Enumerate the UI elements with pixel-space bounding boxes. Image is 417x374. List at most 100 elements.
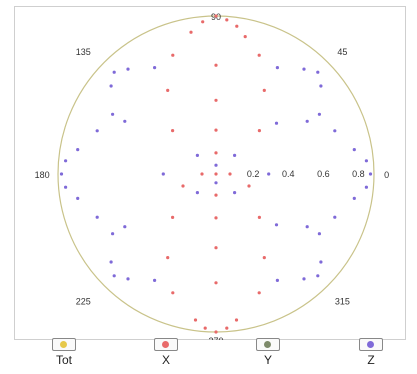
angle-label-180: 180 xyxy=(35,170,50,180)
data-point-x xyxy=(257,129,261,133)
data-point-z xyxy=(109,84,113,88)
legend-label-tot: Tot xyxy=(55,353,72,367)
angle-label-225: 225 xyxy=(76,296,91,306)
legend-swatch-y xyxy=(256,338,280,351)
legend: Tot X Y Z xyxy=(0,338,417,374)
data-point-z xyxy=(95,129,99,133)
data-point-x xyxy=(214,216,218,220)
data-point-z xyxy=(214,181,218,185)
data-point-z xyxy=(59,172,64,176)
data-point-x xyxy=(247,184,251,188)
data-point-x xyxy=(235,24,239,28)
data-point-x xyxy=(214,151,218,155)
data-point-x xyxy=(166,88,170,92)
legend-item-x: X xyxy=(146,338,186,367)
angle-label-270: 270 xyxy=(208,336,223,340)
legend-item-z: Z xyxy=(351,338,391,367)
legend-label-y: Y xyxy=(263,353,272,367)
data-point-x xyxy=(214,193,218,197)
data-point-x xyxy=(214,172,218,176)
data-point-x xyxy=(203,326,207,330)
data-point-z xyxy=(305,119,309,123)
data-point-x xyxy=(171,53,175,57)
data-point-x xyxy=(225,326,229,330)
data-point-x xyxy=(257,215,261,219)
data-point-z xyxy=(123,119,127,123)
data-point-x xyxy=(171,215,175,219)
radius-label-0-2: 0.2 xyxy=(247,169,260,179)
data-point-z xyxy=(333,215,337,219)
legend-swatch-z xyxy=(359,338,383,351)
data-point-x xyxy=(214,98,218,102)
radius-label-0-4: 0.4 xyxy=(282,169,295,179)
angle-label-315: 315 xyxy=(335,296,350,306)
data-point-x xyxy=(228,172,232,176)
data-point-z xyxy=(317,232,321,236)
data-point-z xyxy=(364,185,368,189)
polar-plot: 904503152702251801350.20.40.60.8 xyxy=(35,12,389,340)
data-point-z xyxy=(195,191,199,195)
data-point-x xyxy=(200,172,204,176)
data-point-x xyxy=(201,20,205,24)
data-point-x xyxy=(171,129,175,133)
data-point-z xyxy=(64,185,68,189)
data-point-z xyxy=(64,159,68,163)
angle-label-135: 135 xyxy=(76,47,91,57)
data-point-x xyxy=(193,318,198,322)
data-point-z xyxy=(153,278,157,282)
data-point-z xyxy=(274,223,279,227)
data-point-z xyxy=(274,121,279,125)
data-point-z xyxy=(111,112,115,116)
radius-label-0-8: 0.8 xyxy=(352,169,365,179)
data-point-z xyxy=(76,196,80,200)
data-point-z xyxy=(275,66,279,70)
data-point-x xyxy=(214,330,218,334)
data-point-z xyxy=(112,70,116,74)
radius-label-0-6: 0.6 xyxy=(317,169,330,179)
legend-item-y: Y xyxy=(248,338,288,367)
data-point-z xyxy=(126,277,130,281)
data-point-x xyxy=(214,14,218,18)
data-point-z xyxy=(316,70,320,74)
data-point-z xyxy=(95,215,99,219)
data-point-x xyxy=(262,256,266,260)
data-point-z xyxy=(153,66,157,70)
data-point-z xyxy=(333,129,337,133)
data-point-z xyxy=(195,153,199,157)
data-point-z xyxy=(319,84,323,88)
data-point-z xyxy=(302,67,306,71)
data-point-z xyxy=(233,191,237,195)
legend-label-x: X xyxy=(161,353,170,367)
data-point-z xyxy=(126,67,130,71)
data-point-x xyxy=(234,318,239,322)
data-point-x xyxy=(214,128,218,132)
data-point-z xyxy=(233,153,237,157)
data-point-z xyxy=(352,148,356,152)
data-point-z xyxy=(161,172,165,176)
data-point-z xyxy=(112,274,116,278)
data-point-z xyxy=(368,172,373,176)
data-point-z xyxy=(316,274,320,278)
data-point-x xyxy=(262,88,266,92)
data-point-x xyxy=(214,63,218,67)
data-point-z xyxy=(275,278,279,282)
legend-dot-tot xyxy=(60,341,67,348)
data-point-x xyxy=(181,184,185,188)
legend-dot-z xyxy=(367,341,374,348)
data-point-z xyxy=(364,159,368,163)
data-point-x xyxy=(214,281,218,285)
legend-item-tot: Tot xyxy=(44,338,84,367)
legend-swatch-tot xyxy=(52,338,76,351)
legend-swatch-x xyxy=(154,338,178,351)
data-point-z xyxy=(123,225,127,229)
data-point-z xyxy=(109,260,113,264)
plot-panel xyxy=(14,6,406,340)
data-point-x xyxy=(214,246,218,250)
legend-dot-x xyxy=(162,341,169,348)
data-point-x xyxy=(257,53,261,57)
data-point-x xyxy=(189,30,193,34)
legend-label-z: Z xyxy=(367,353,375,367)
data-point-x xyxy=(171,291,175,295)
data-point-z xyxy=(319,260,323,264)
